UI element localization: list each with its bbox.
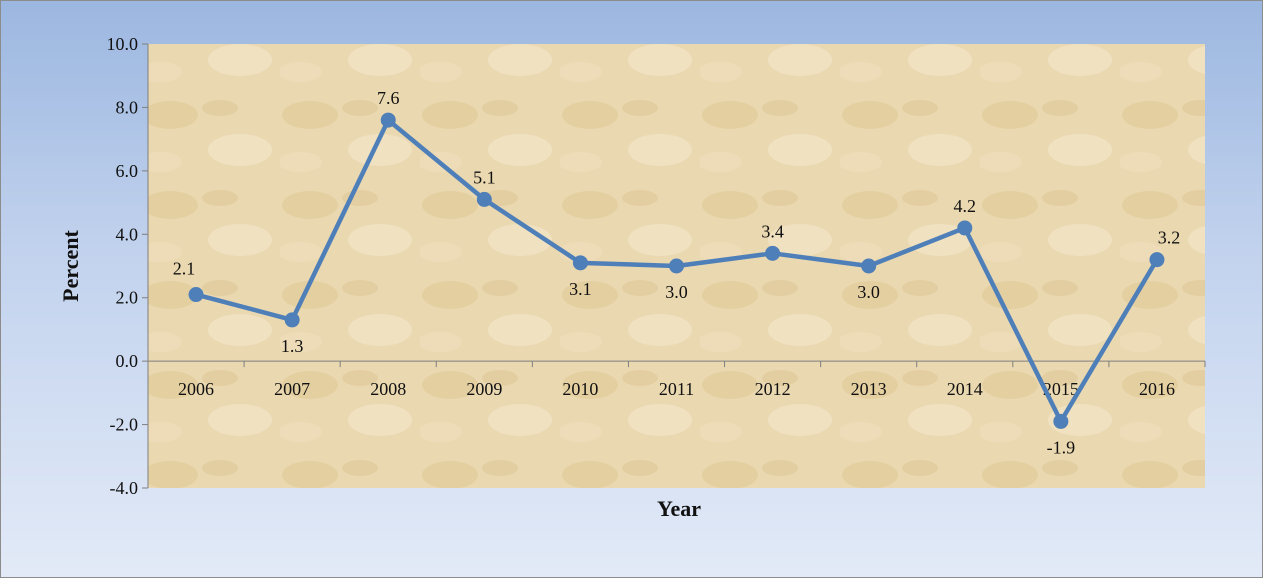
x-tick-label: 2012 bbox=[755, 379, 791, 399]
data-point bbox=[476, 191, 492, 207]
data-label: 3.2 bbox=[1158, 228, 1181, 248]
data-label: 3.4 bbox=[761, 221, 784, 241]
x-tick-label: 2007 bbox=[274, 379, 310, 399]
x-tick-label: 2011 bbox=[659, 379, 694, 399]
data-label: 4.2 bbox=[954, 196, 977, 216]
y-tick-label: 8.0 bbox=[116, 97, 139, 117]
data-label: 3.0 bbox=[857, 282, 880, 302]
data-label: 2.1 bbox=[173, 259, 196, 279]
data-point bbox=[1149, 252, 1165, 268]
x-tick-label: 2013 bbox=[851, 379, 887, 399]
data-point bbox=[1053, 413, 1069, 429]
x-tick-label: 2008 bbox=[370, 379, 406, 399]
x-tick-label: 2006 bbox=[178, 379, 214, 399]
x-tick-label: 2010 bbox=[562, 379, 598, 399]
x-tick-label: 2009 bbox=[466, 379, 502, 399]
data-point bbox=[765, 245, 781, 261]
y-tick-label: -2.0 bbox=[110, 415, 139, 435]
data-label: 3.0 bbox=[665, 282, 688, 302]
x-tick-label: 2016 bbox=[1139, 379, 1175, 399]
data-point bbox=[572, 255, 588, 271]
data-label: 7.6 bbox=[377, 88, 400, 108]
data-point bbox=[861, 258, 877, 274]
y-axis-title: Percent bbox=[58, 230, 83, 302]
y-tick-label: 0.0 bbox=[116, 351, 139, 371]
y-tick-label: 4.0 bbox=[116, 224, 139, 244]
data-point bbox=[188, 287, 204, 303]
data-label: 3.1 bbox=[569, 279, 592, 299]
data-point bbox=[380, 112, 396, 128]
data-label: -1.9 bbox=[1047, 437, 1076, 457]
x-tick-label: 2014 bbox=[947, 379, 983, 399]
x-tick-label: 2015 bbox=[1043, 379, 1079, 399]
x-axis-title: Year bbox=[657, 496, 701, 521]
y-tick-label: 10.0 bbox=[107, 34, 139, 54]
data-point bbox=[669, 258, 684, 274]
data-point bbox=[284, 312, 300, 328]
data-point bbox=[957, 220, 973, 236]
y-tick-label: 6.0 bbox=[116, 161, 139, 181]
y-tick-label: -4.0 bbox=[110, 478, 139, 498]
data-label: 5.1 bbox=[473, 167, 496, 187]
y-tick-label: 2.0 bbox=[116, 288, 139, 308]
data-label: 1.3 bbox=[281, 336, 304, 356]
